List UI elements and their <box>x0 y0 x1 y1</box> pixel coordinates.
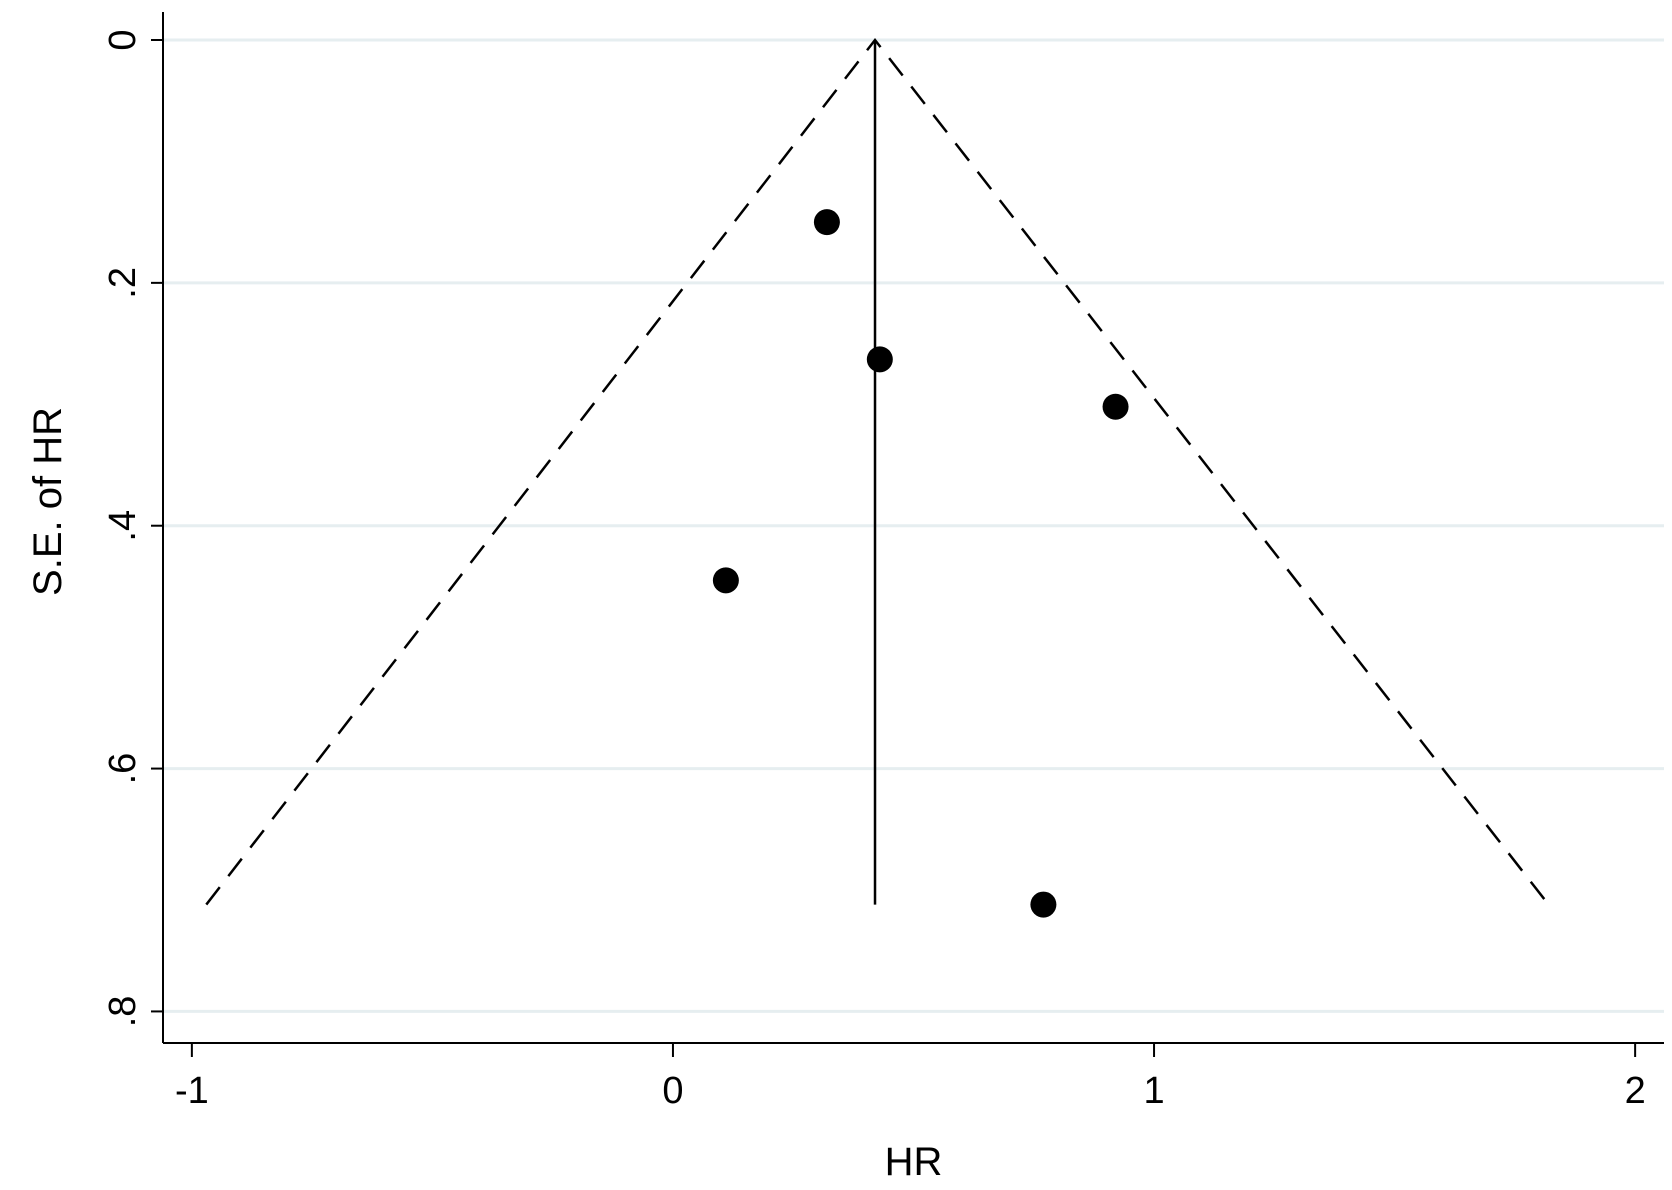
y-tick-label-4: .8 <box>102 996 144 1028</box>
y-axis-ticks: 0 .2 .4 .6 .8 <box>102 29 163 1027</box>
y-tick-label-2: .4 <box>102 510 144 542</box>
x-tick-label-2: 1 <box>1143 1070 1164 1112</box>
study-point-3 <box>712 567 739 594</box>
study-point-4 <box>1030 891 1057 918</box>
study-point-2 <box>1102 393 1129 420</box>
study-points <box>712 209 1129 918</box>
y-axis-title: S.E. of HR <box>26 407 70 596</box>
x-tick-label-0: -1 <box>175 1070 209 1112</box>
gridlines <box>163 38 1664 1013</box>
x-axis-ticks: -1 0 1 2 <box>175 1043 1646 1112</box>
y-tick-label-0: 0 <box>102 29 144 50</box>
x-axis-title: HR <box>885 1140 943 1184</box>
study-point-0 <box>813 209 840 236</box>
y-tick-label-3: .6 <box>102 753 144 785</box>
x-tick-label-1: 0 <box>662 1070 683 1112</box>
study-point-1 <box>866 346 893 373</box>
funnel-confidence-limits <box>205 37 1550 906</box>
x-tick-label-3: 2 <box>1625 1070 1646 1112</box>
y-tick-label-1: .2 <box>102 267 144 299</box>
